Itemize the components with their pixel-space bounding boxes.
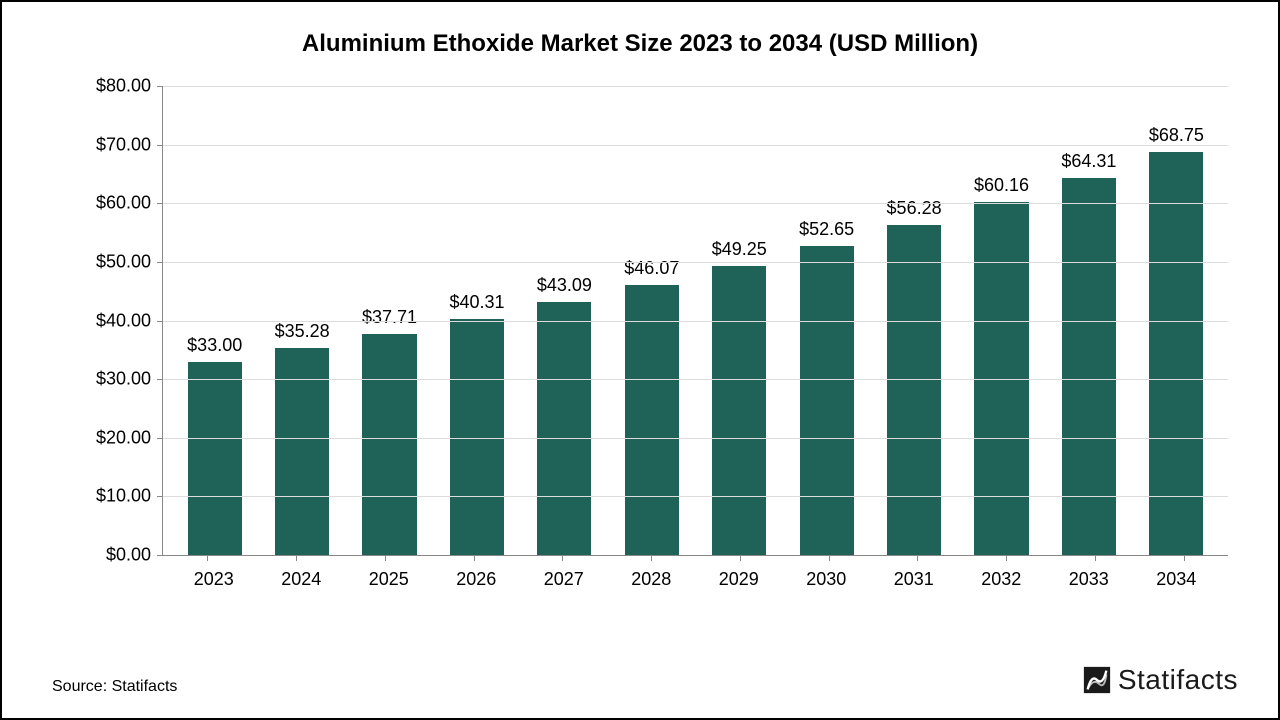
y-tick (157, 438, 163, 439)
grid-line (163, 145, 1228, 146)
y-tick (157, 203, 163, 204)
y-axis-label: $80.00 (96, 76, 163, 97)
bar (362, 334, 416, 555)
grid-line (163, 203, 1228, 204)
y-axis-label: $20.00 (96, 427, 163, 448)
bar (188, 362, 242, 555)
bar-value-label: $64.31 (1061, 151, 1116, 172)
bar-value-label: $37.71 (362, 307, 417, 328)
bar (800, 246, 854, 555)
y-tick (157, 555, 163, 556)
y-axis-label: $30.00 (96, 369, 163, 390)
y-axis-label: $10.00 (96, 486, 163, 507)
bar (537, 302, 591, 555)
y-tick (157, 496, 163, 497)
x-axis-label: 2033 (1045, 561, 1133, 596)
bar-value-label: $43.09 (537, 275, 592, 296)
y-axis-label: $40.00 (96, 310, 163, 331)
source-text: Source: Statifacts (52, 678, 177, 696)
bar-value-label: $60.16 (974, 175, 1029, 196)
y-tick (157, 379, 163, 380)
x-axis-label: 2025 (345, 561, 433, 596)
grid-line (163, 438, 1228, 439)
x-axis-label: 2029 (695, 561, 783, 596)
y-axis-label: $0.00 (106, 545, 163, 566)
bar-value-label: $68.75 (1149, 125, 1204, 146)
x-axis-label: 2023 (170, 561, 258, 596)
grid-line (163, 321, 1228, 322)
y-axis-label: $60.00 (96, 193, 163, 214)
bar-value-label: $35.28 (275, 321, 330, 342)
bar-value-label: $40.31 (449, 292, 504, 313)
chart-container: Aluminium Ethoxide Market Size 2023 to 2… (0, 0, 1280, 720)
x-axis-label: 2028 (608, 561, 696, 596)
bar-value-label: $56.28 (887, 198, 942, 219)
y-tick (157, 321, 163, 322)
bar-value-label: $49.25 (712, 239, 767, 260)
bar-value-label: $52.65 (799, 219, 854, 240)
chart-title: Aluminium Ethoxide Market Size 2023 to 2… (22, 30, 1258, 58)
bar (712, 266, 766, 555)
grid-line (163, 86, 1228, 87)
bar (887, 225, 941, 555)
x-axis-label: 2030 (783, 561, 871, 596)
y-tick (157, 145, 163, 146)
y-axis-label: $50.00 (96, 251, 163, 272)
x-axis-label: 2034 (1133, 561, 1221, 596)
plot-area: $33.00$35.28$37.71$40.31$43.09$46.07$49.… (162, 86, 1228, 556)
brand-logo: Statifacts (1082, 664, 1238, 696)
x-axis-label: 2031 (870, 561, 958, 596)
bar (625, 285, 679, 555)
x-axis-label: 2024 (258, 561, 346, 596)
x-axis-label: 2026 (433, 561, 521, 596)
brand-name: Statifacts (1118, 664, 1238, 696)
bar (1062, 178, 1116, 555)
bar-value-label: $33.00 (187, 335, 242, 356)
y-axis-label: $70.00 (96, 134, 163, 155)
grid-line (163, 262, 1228, 263)
chart-footer: Source: Statifacts Statifacts (52, 664, 1238, 696)
grid-line (163, 379, 1228, 380)
chart-zone: $33.00$35.28$37.71$40.31$43.09$46.07$49.… (82, 76, 1238, 596)
bar (1149, 152, 1203, 555)
y-tick (157, 86, 163, 87)
y-tick (157, 262, 163, 263)
grid-line (163, 496, 1228, 497)
x-axis-labels: 2023202420252026202720282029203020312032… (162, 561, 1228, 596)
brand-icon (1082, 665, 1112, 695)
x-axis-label: 2027 (520, 561, 608, 596)
x-axis-label: 2032 (958, 561, 1046, 596)
